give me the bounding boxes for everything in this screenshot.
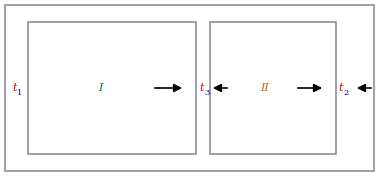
- Bar: [210, 22, 336, 154]
- Text: 2: 2: [343, 89, 348, 97]
- Text: t: t: [199, 83, 204, 93]
- Text: II: II: [261, 83, 269, 93]
- Text: 3: 3: [204, 89, 209, 97]
- Text: I: I: [98, 83, 102, 93]
- Text: t: t: [12, 83, 17, 93]
- Text: t: t: [338, 83, 343, 93]
- Text: 1: 1: [17, 89, 22, 97]
- Bar: [28, 22, 196, 154]
